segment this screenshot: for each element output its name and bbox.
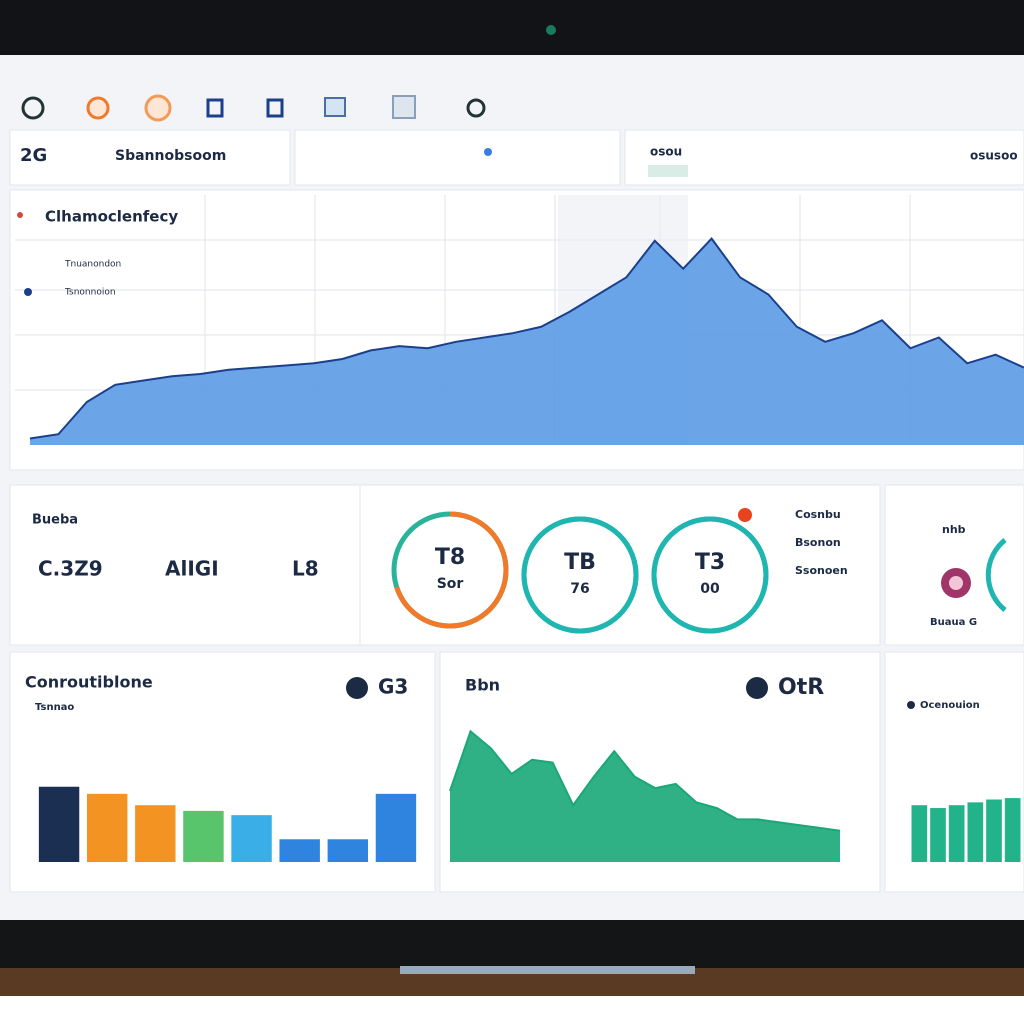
bar: [967, 802, 984, 862]
gauge-bottom: 76: [570, 581, 589, 597]
icon[interactable]: [206, 98, 224, 118]
toolbar: [21, 94, 486, 122]
side-label: Buaua G: [930, 617, 977, 628]
badge-icon: [746, 677, 768, 699]
icon[interactable]: [466, 98, 486, 118]
area-line: [29, 237, 1024, 440]
bar: [279, 839, 320, 862]
list-item: Ssonoen: [795, 564, 848, 577]
side-card: [884, 484, 1024, 646]
card-title: Conroutiblone: [25, 673, 153, 692]
header-card: [624, 129, 1024, 186]
gauge-top: T8: [435, 545, 465, 570]
header-label: osou: [650, 145, 682, 159]
gauge-top: T3: [695, 550, 725, 575]
arc: [985, 538, 1007, 612]
dot: [907, 701, 915, 709]
bar: [986, 799, 1002, 862]
icon[interactable]: [324, 97, 346, 117]
icon[interactable]: [144, 94, 172, 122]
bar: [86, 793, 128, 862]
legend-entry[interactable]: Tsnonnoion: [64, 288, 116, 298]
card-title: Ocenouion: [920, 700, 980, 711]
gauge-bottom: Sor: [437, 576, 464, 592]
list-item: Cosnbu: [795, 508, 841, 521]
card-subtitle: Tsnnao: [35, 702, 74, 713]
bar: [231, 815, 272, 862]
bar: [375, 793, 417, 862]
bar: [183, 810, 224, 862]
area: [450, 731, 840, 862]
badge-icon: [346, 677, 368, 699]
kpi-card: [9, 484, 361, 646]
bezel-bottom: [0, 920, 1024, 970]
gauge-fill: [521, 516, 639, 634]
header-label: osusoo: [970, 149, 1018, 163]
icon[interactable]: [392, 95, 416, 119]
pill: [648, 165, 688, 177]
header-code: 2G: [20, 145, 47, 166]
card-title: Bbn: [465, 676, 500, 695]
kpi-value: AlIGI: [165, 557, 219, 581]
bar: [38, 786, 80, 862]
bar: [327, 839, 369, 862]
icon[interactable]: [86, 96, 110, 120]
camera: [546, 25, 556, 35]
avatar-inner: [949, 576, 963, 590]
gauge-fill: [391, 511, 509, 629]
legend-entry[interactable]: Tnuanondon: [64, 260, 121, 270]
icon[interactable]: [266, 98, 284, 118]
header-card: [294, 129, 621, 186]
header-title: Sbannobsoom: [115, 148, 226, 164]
bar: [948, 805, 965, 862]
chart-title: Clhamoclenfecy: [45, 208, 178, 226]
badge: OtR: [778, 675, 824, 700]
area-line: [449, 729, 841, 832]
header-card: [9, 129, 291, 186]
bar: [1004, 798, 1021, 862]
kpi-value: L8: [292, 557, 319, 581]
bar: [135, 805, 176, 862]
side-title: nhb: [942, 523, 966, 536]
kpi-value: C.3Z9: [38, 557, 103, 581]
dot: [738, 508, 752, 522]
gauge-bottom: 00: [700, 581, 720, 597]
hinge: [400, 966, 695, 974]
gauge-fill: [651, 516, 769, 634]
gauge-top: TB: [564, 550, 596, 575]
area: [30, 238, 1024, 445]
bar: [911, 805, 928, 862]
badge: G3: [378, 675, 408, 699]
bezel-top: [0, 0, 1024, 60]
bar: [930, 808, 946, 862]
list-item: Bsonon: [795, 536, 841, 549]
legend-swatch: [24, 288, 32, 296]
dot: [484, 148, 492, 156]
icon[interactable]: [21, 96, 45, 120]
kpi-title: Bueba: [32, 513, 78, 528]
dot: [17, 212, 23, 218]
